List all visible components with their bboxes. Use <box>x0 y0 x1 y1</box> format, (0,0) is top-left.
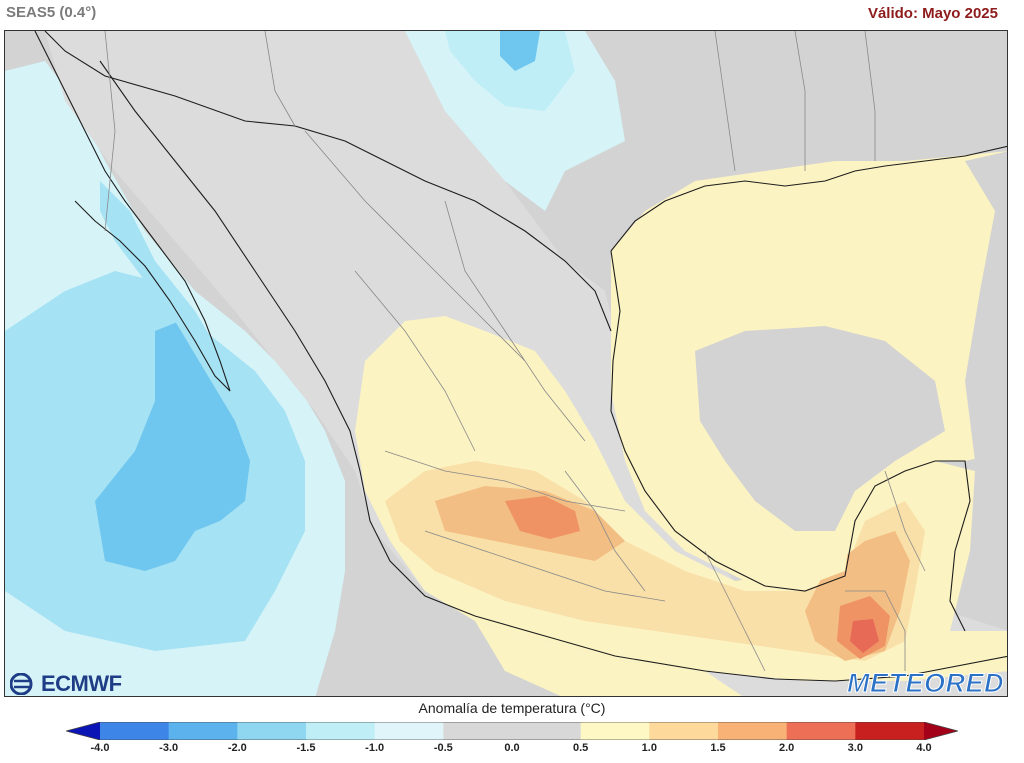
legend-color-segment <box>168 722 238 740</box>
ecmwf-logo: ECMWF <box>10 671 122 697</box>
legend-tick-label: 3.0 <box>847 742 863 754</box>
anomaly-map-canvas <box>5 31 1007 696</box>
legend-tick-label: -2.0 <box>227 742 247 754</box>
baja-california-coast <box>34 31 231 392</box>
us-gulf-coast <box>610 145 1007 252</box>
legend-left-arrow <box>66 722 100 740</box>
legend-title: Anomalía de temperatura (°C) <box>418 700 606 716</box>
legend-tick-label: -1.0 <box>365 742 385 754</box>
legend-color-segment <box>512 722 582 740</box>
legend-color-segment <box>374 722 444 740</box>
legend-tick-label: -3.0 <box>159 742 179 754</box>
legend-color-segment <box>100 722 170 740</box>
legend-colorbar <box>66 722 958 740</box>
legend-tick-label: -4.0 <box>90 742 110 754</box>
legend-tick-label: -1.5 <box>296 742 316 754</box>
legend-right-arrow <box>924 722 958 740</box>
yucatan-very-hot-core <box>850 619 879 653</box>
legend-tick-label: 1.5 <box>710 742 726 754</box>
legend-color-segment <box>237 722 307 740</box>
caribbean-neutral <box>965 151 1007 461</box>
meteored-logo: METEORED <box>846 668 1004 699</box>
mainland-pacific-coast <box>99 60 1007 682</box>
legend-tick-label: 2.0 <box>779 742 795 754</box>
legend-color-segment <box>786 722 856 740</box>
anomaly-map <box>4 30 1008 697</box>
gulf-cal-cool-area <box>100 181 235 391</box>
pacific-cool-strong-area <box>95 321 250 571</box>
gulf-coast <box>610 250 971 632</box>
legend-color-segment <box>306 722 376 740</box>
legend-tick-label: 0.5 <box>573 742 589 754</box>
legend-color-segment <box>580 722 650 740</box>
coastlines <box>34 31 1007 682</box>
header-model-label: SEAS5 (0.4°) <box>6 4 97 21</box>
ecmwf-logo-text: ECMWF <box>41 671 122 696</box>
legend-color-segment <box>443 722 513 740</box>
legend-tick-label: 1.0 <box>641 742 657 754</box>
state-borders <box>104 31 926 672</box>
legend-tick-label: 0.0 <box>504 742 520 754</box>
mexico-hot-core <box>505 496 580 539</box>
header-valid-date: Válido: Mayo 2025 <box>867 5 998 22</box>
legend-tick-label: 4.0 <box>916 742 932 754</box>
gulf-neutral-pocket <box>695 326 945 531</box>
us-mexico-border <box>44 31 612 332</box>
north-cool-strong-spot <box>500 31 540 71</box>
legend-color-segment <box>855 722 925 740</box>
ecmwf-swirl-icon <box>10 673 33 695</box>
pacific-south-warm-strip <box>475 621 743 696</box>
north-cool-mid-area <box>445 31 575 111</box>
legend-tick-label: -0.5 <box>433 742 453 754</box>
legend-color-segment <box>718 722 788 740</box>
legend-color-segment <box>649 722 719 740</box>
